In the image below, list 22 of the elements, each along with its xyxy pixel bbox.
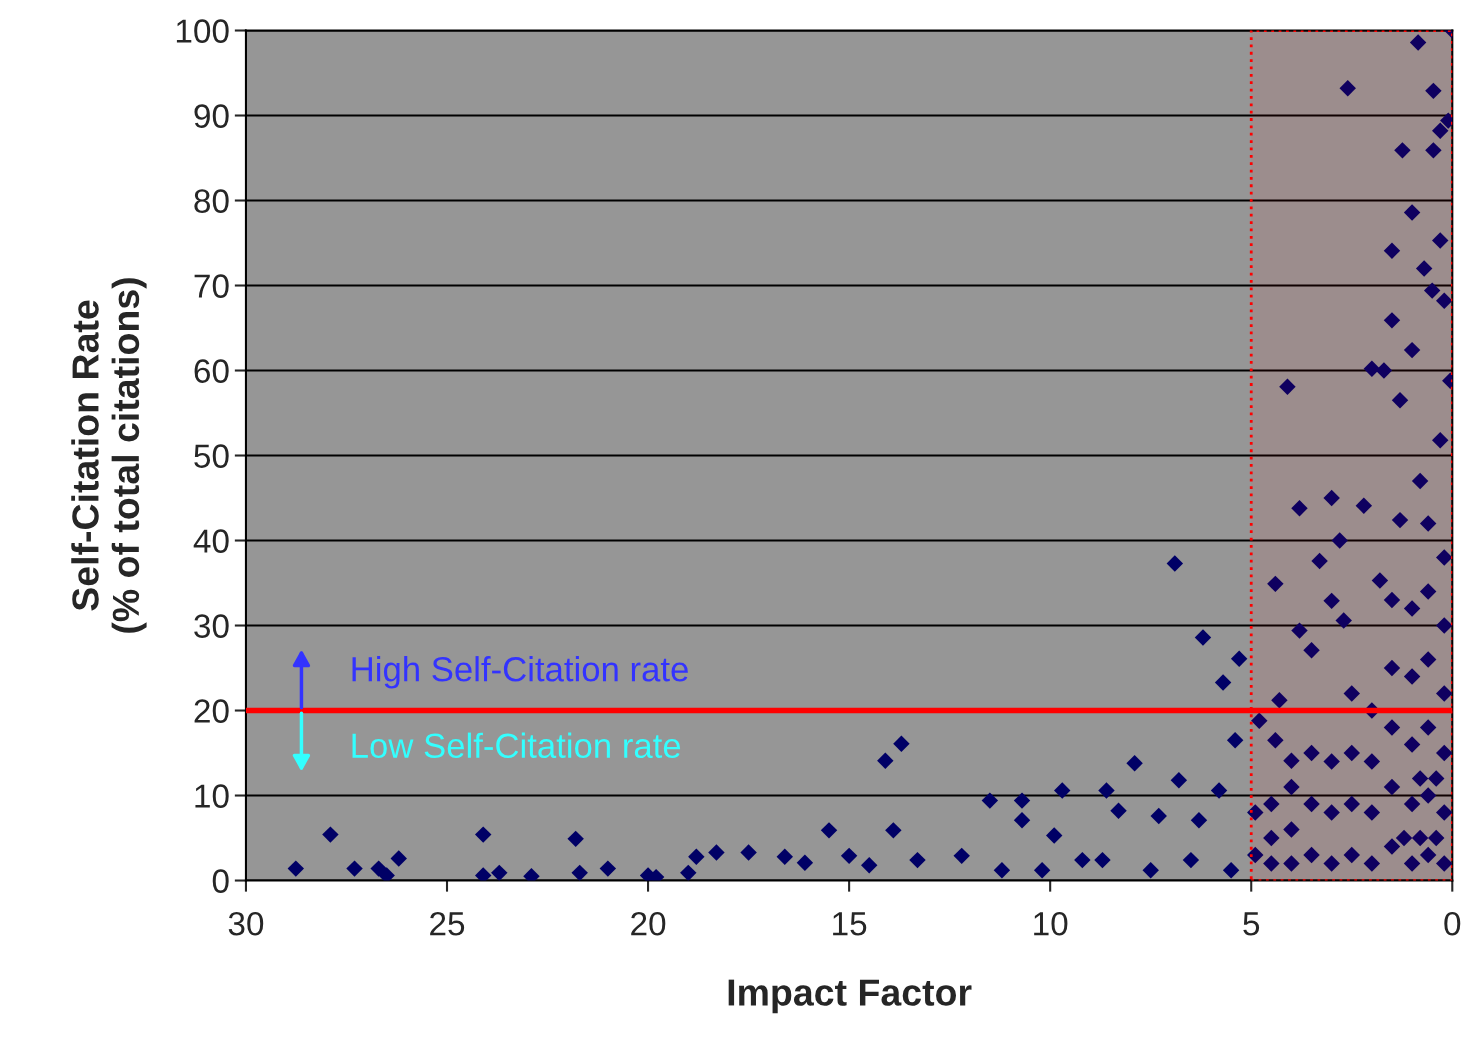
y-tick-label: 80 bbox=[194, 189, 229, 213]
x-tick-label: 5 bbox=[1243, 912, 1260, 936]
x-tick-label: 10 bbox=[1034, 911, 1068, 936]
annotation: Low Self-Citation rate bbox=[352, 732, 681, 759]
y-tick-label: 100 bbox=[176, 19, 229, 43]
x-tick-label: 30 bbox=[228, 911, 264, 936]
y-tick-label: 20 bbox=[194, 699, 229, 723]
y-tick-label: 70 bbox=[194, 274, 229, 298]
y-axis-title: Self-Citation Rate (% of total citations) bbox=[71, 278, 147, 633]
y-tick-label: 30 bbox=[194, 614, 229, 638]
y-tick-label: 10 bbox=[195, 784, 229, 808]
y-tick-label: 40 bbox=[193, 529, 229, 553]
y-tick-label: 50 bbox=[194, 444, 229, 468]
y-tick-label: 90 bbox=[194, 104, 229, 128]
annotation: High Self-Citation rate bbox=[352, 656, 688, 689]
y-tick-label: 60 bbox=[194, 359, 229, 383]
x-axis-title: Impact Factor bbox=[728, 979, 972, 1014]
x-tick-label: 15 bbox=[833, 912, 867, 936]
x-tick-label: 25 bbox=[430, 911, 465, 936]
x-tick-label: 0 bbox=[1444, 911, 1461, 936]
x-tick-label: 20 bbox=[631, 911, 666, 936]
y-tick-label: 0 bbox=[212, 869, 229, 893]
